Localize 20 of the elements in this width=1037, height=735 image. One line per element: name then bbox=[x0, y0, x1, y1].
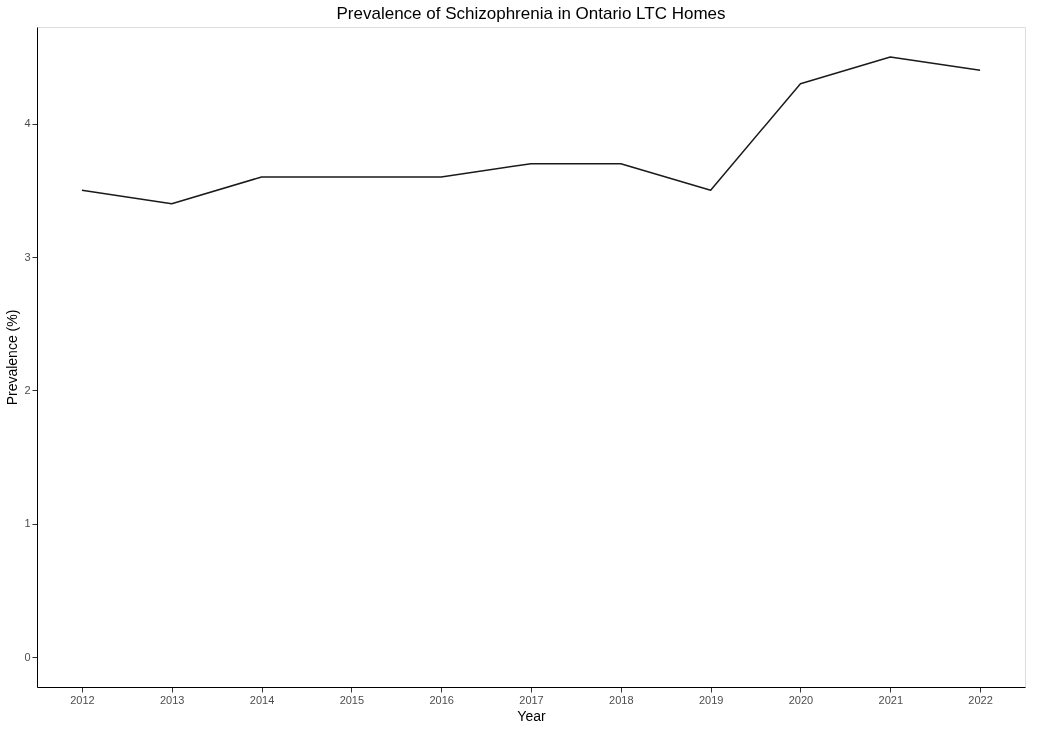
x-tick-label: 2012 bbox=[70, 693, 95, 706]
y-tick-label: 0 bbox=[24, 650, 31, 663]
x-tick-label: 2015 bbox=[339, 693, 365, 706]
y-tick-label: 1 bbox=[24, 517, 31, 530]
x-tick-label: 2020 bbox=[788, 693, 814, 706]
chart-title: Prevalence of Schizophrenia in Ontario LTC Homes bbox=[336, 4, 726, 23]
x-axis-title: Year bbox=[517, 707, 546, 724]
x-tick-label: 2013 bbox=[159, 693, 185, 706]
line-series bbox=[81, 56, 981, 205]
y-axis-title: Prevalence (%) bbox=[4, 309, 21, 406]
x-tick-label: 2014 bbox=[249, 693, 275, 706]
x-tick-label: 2016 bbox=[429, 693, 454, 706]
x-tick-label: 2018 bbox=[609, 693, 634, 706]
y-tick-label: 2 bbox=[24, 383, 31, 396]
x-tick-label: 2019 bbox=[698, 693, 724, 706]
x-tick-label: 2022 bbox=[968, 693, 993, 706]
x-tick-label: 2021 bbox=[878, 693, 904, 706]
x-tick-label: 2017 bbox=[519, 693, 544, 706]
y-tick-label: 4 bbox=[24, 117, 31, 130]
y-tick-label: 3 bbox=[24, 250, 31, 263]
